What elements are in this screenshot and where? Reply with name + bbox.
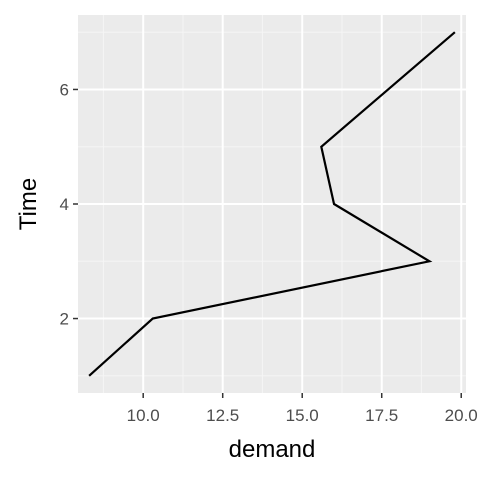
ticks-layer: 10.0 12.5 15.0 17.5 20.0 2 4 6: [60, 80, 478, 425]
x-tick-label: 15.0: [286, 406, 319, 425]
series-line: [88, 31, 456, 377]
y-tick-label: 6: [60, 80, 69, 99]
y-tick-label: 4: [60, 195, 69, 214]
y-axis-title: Time: [15, 178, 42, 230]
x-tick-label: 10.0: [127, 406, 160, 425]
series-layer: [88, 31, 456, 377]
x-axis-title: demand: [229, 436, 316, 463]
x-tick-label: 17.5: [365, 406, 398, 425]
grid-major: [78, 15, 466, 393]
x-tick-label: 12.5: [206, 406, 239, 425]
y-tick-label: 2: [60, 310, 69, 329]
x-tick-label: 20.0: [445, 406, 478, 425]
